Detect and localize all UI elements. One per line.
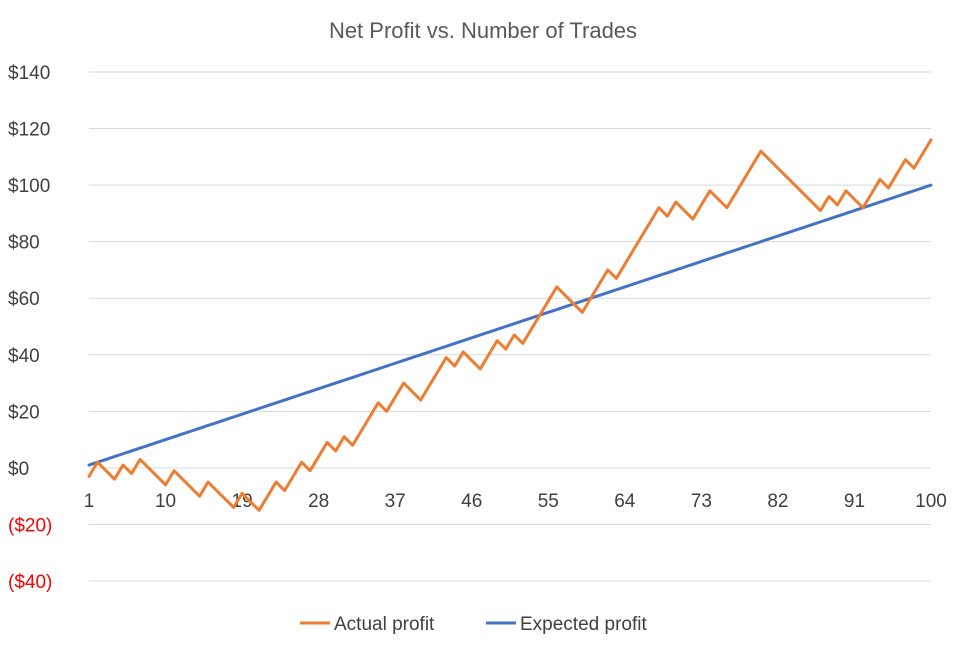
y-tick-label: $20 [8,402,40,423]
y-tick-label: $120 [8,120,50,141]
x-tick-label: 55 [538,491,559,512]
y-tick-label: ($40) [8,572,52,593]
x-axis: 1 10 19 28 37 46 55 64 73 82 91 100 [84,467,947,512]
chart-title: Net Profit vs. Number of Trades [329,18,637,43]
series-line-expected-profit [87,183,933,467]
x-tick-label: 46 [461,491,482,512]
y-tick-label: $140 [8,63,50,84]
y-tick-label: ($20) [8,515,52,536]
y-tick-label: $100 [8,176,50,197]
legend-label: Actual profit [334,614,435,635]
x-tick-label: 91 [844,491,865,512]
x-tick-label: 1 [84,491,95,512]
y-axis-tick-labels: $140 $120 $100 $80 $60 $40 $20 $0 ($20) ($40) [8,63,52,593]
y-tick-label: $0 [8,459,29,480]
y-tick-label: $60 [8,289,40,310]
x-tick-label: 73 [691,491,712,512]
x-tick-label: 100 [915,491,947,512]
x-tick-label: 82 [767,491,788,512]
x-tick-label: 10 [155,491,176,512]
series-line-actual-profit [87,138,933,512]
x-tick-label: 19 [232,491,253,512]
series-lines [87,138,933,512]
gridlines [89,71,931,582]
x-tick-label: 64 [614,491,636,512]
y-tick-label: $40 [8,346,40,367]
x-tick-label: 37 [385,491,406,512]
x-tick-label: 28 [308,491,329,512]
legend-label: Expected profit [520,614,647,635]
legend: Actual profit Expected profit [300,614,647,635]
y-tick-label: $80 [8,233,40,254]
